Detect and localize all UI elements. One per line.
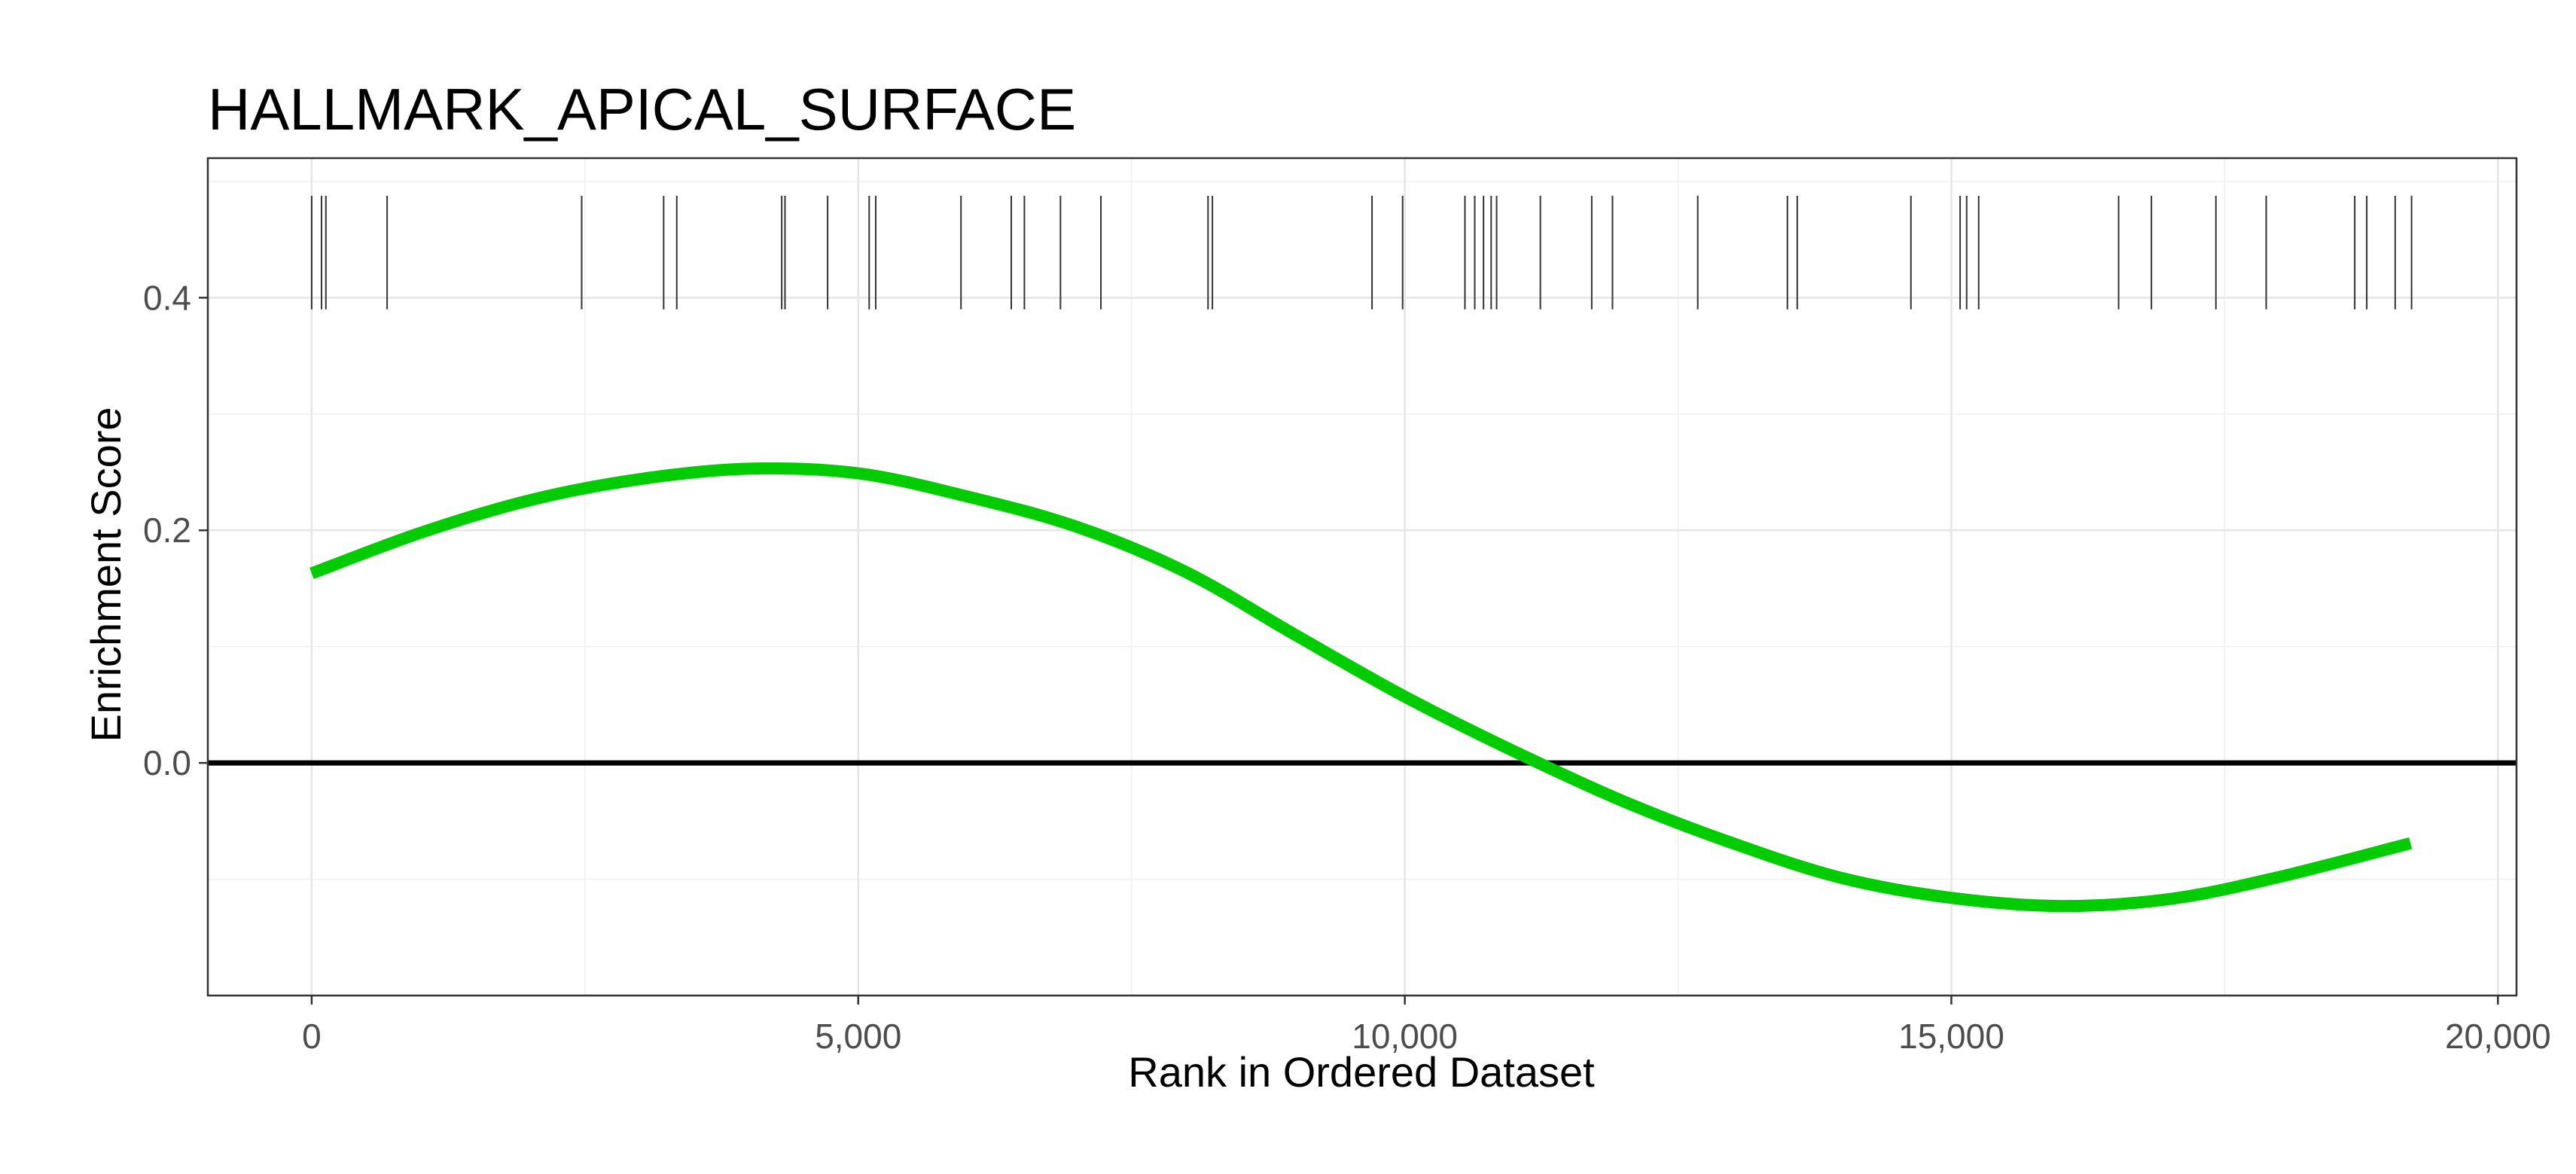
x-axis-label: Rank in Ordered Dataset: [1128, 1048, 1595, 1096]
enrichment-score-curve: [309, 462, 2413, 913]
minor-grid: [208, 158, 2517, 996]
x-tick-label: 10,000: [1352, 1017, 1458, 1056]
y-tick-label: 0.2: [143, 511, 191, 550]
x-tick-label: 0: [302, 1017, 322, 1056]
x-axis: 0 5,000 10,000 15,000 20,000: [302, 996, 2551, 1056]
panel-border: [206, 157, 2518, 997]
chart-title: HALLMARK_APICAL_SURFACE: [208, 76, 1076, 142]
gene-hit-ticks: [310, 196, 2413, 310]
y-tick-label: 0.0: [143, 743, 191, 782]
y-axis: 0.0 0.2 0.4: [143, 278, 208, 782]
x-tick-label: 5,000: [815, 1017, 901, 1056]
y-axis-label: Enrichment Score: [82, 407, 130, 742]
major-grid: [208, 158, 2517, 996]
x-tick-label: 20,000: [2445, 1017, 2551, 1056]
y-tick-label: 0.4: [143, 278, 191, 317]
x-tick-label: 15,000: [1898, 1017, 2004, 1056]
